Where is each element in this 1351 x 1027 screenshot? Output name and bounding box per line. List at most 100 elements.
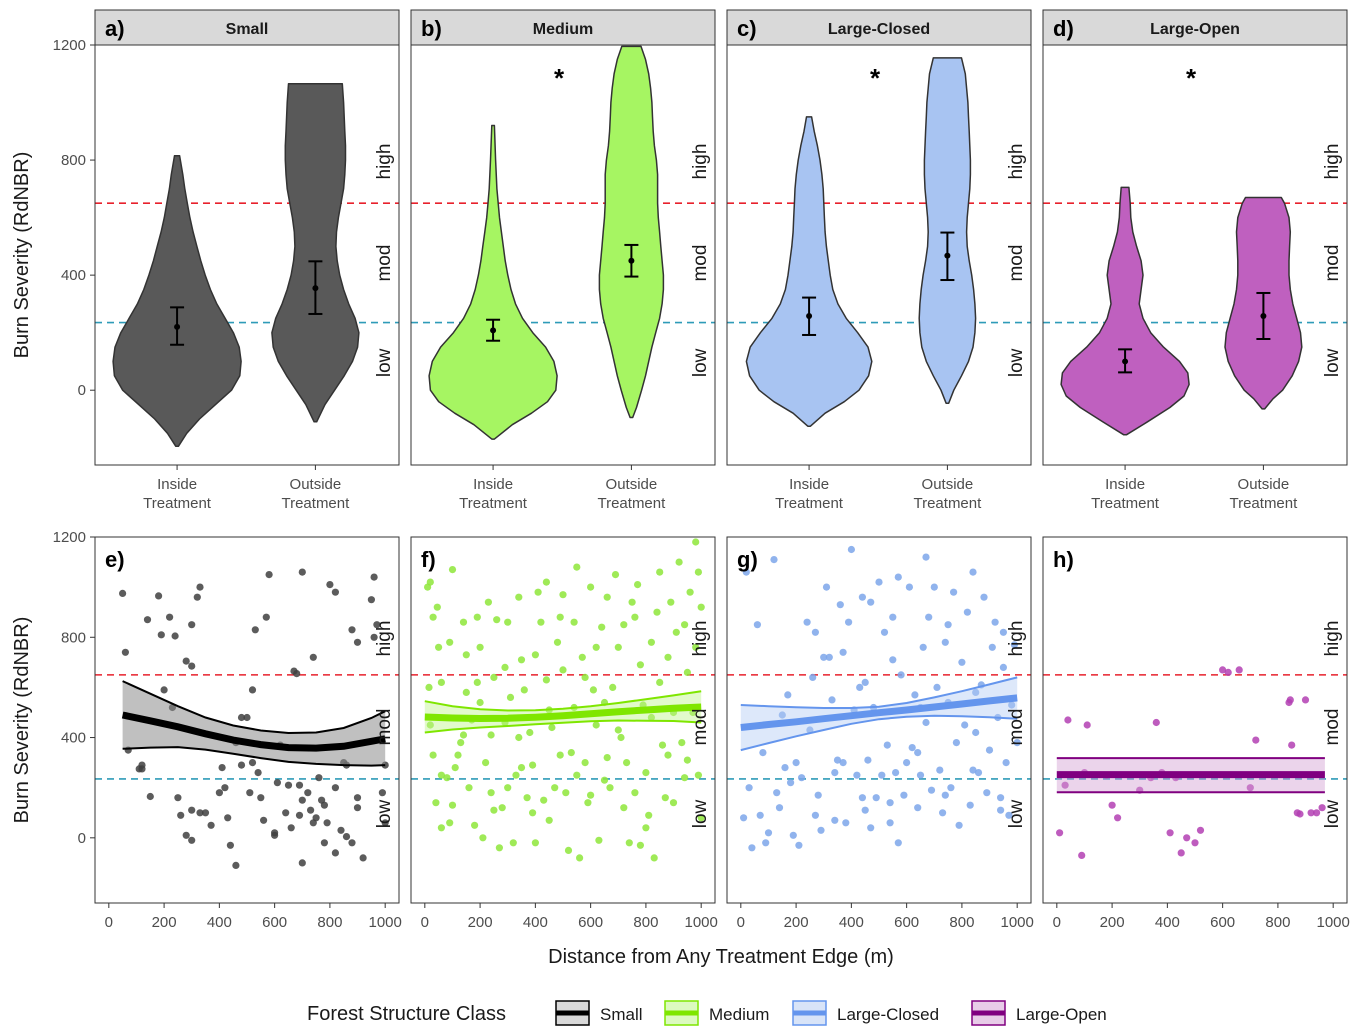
zone-label-low: low — [1322, 799, 1343, 828]
data-point — [919, 643, 927, 651]
violin-inside — [1060, 186, 1190, 436]
ci-lower-line — [424, 719, 702, 734]
zone-label-high: high — [690, 621, 711, 657]
data-point — [309, 653, 317, 661]
zone-label-high: high — [374, 621, 395, 657]
x-tick-label-line: Treatment — [597, 495, 666, 512]
panel-border — [94, 536, 400, 904]
data-point — [331, 784, 339, 792]
zone-label-mod: mod — [374, 245, 395, 282]
panel-scatter-large-closed: g) low mod high 0 200 400 600 800 1000 — [726, 536, 1034, 931]
significance-marker: * — [1186, 63, 1197, 93]
zone-label-high: high — [1322, 144, 1343, 180]
data-point — [614, 726, 622, 734]
data-point — [861, 806, 869, 814]
data-point — [248, 686, 257, 694]
data-point — [914, 749, 922, 757]
x-tick-label: 800 — [1265, 914, 1290, 931]
legend: Forest Structure Class Small Medium Large-C… — [307, 1000, 1107, 1026]
y-tick-label: 800 — [61, 629, 86, 646]
data-point — [762, 839, 770, 847]
mean-point — [628, 257, 635, 264]
data-point — [476, 698, 484, 707]
data-point — [298, 568, 306, 576]
x-tick-label-line: Outside — [922, 476, 974, 493]
panel-border — [1042, 536, 1348, 904]
data-point — [620, 621, 628, 629]
data-point — [509, 839, 517, 847]
x-tick-label: Outside Treatment — [281, 476, 350, 512]
x-tick-label: 800 — [317, 914, 342, 931]
plot-area — [1043, 186, 1347, 436]
data-point — [119, 589, 127, 598]
x-tick-label-line: Outside — [290, 476, 342, 493]
data-point — [740, 814, 748, 822]
data-point — [634, 581, 642, 589]
data-point — [501, 663, 509, 672]
x-tick-label: 200 — [152, 914, 177, 931]
x-tick-label: 400 — [839, 914, 864, 931]
data-point — [867, 598, 875, 606]
fit-line — [121, 711, 386, 752]
data-point — [789, 831, 797, 839]
x-axis-title: Distance from Any Treatment Edge (m) — [548, 946, 894, 968]
plot-area — [95, 83, 399, 448]
data-point — [487, 789, 495, 797]
data-point — [426, 578, 434, 586]
data-point — [864, 756, 872, 764]
zone-label-mod: mod — [1006, 245, 1027, 282]
data-point — [473, 678, 481, 687]
data-point — [897, 671, 905, 679]
x-tick-label-line: Treatment — [1229, 495, 1298, 512]
data-point — [495, 844, 503, 852]
data-point — [520, 686, 528, 694]
data-point — [1196, 826, 1205, 834]
data-point — [742, 568, 750, 576]
y-tick-label: 0 — [78, 382, 86, 399]
data-point — [188, 806, 196, 814]
plot-area — [411, 45, 715, 440]
data-point — [426, 721, 434, 729]
data-point — [556, 751, 564, 759]
data-point — [1318, 804, 1326, 812]
x-tick-label-line: Outside — [606, 476, 658, 493]
data-point — [504, 618, 512, 626]
significance-marker: * — [554, 63, 565, 93]
data-point — [534, 588, 542, 596]
data-point — [781, 764, 789, 772]
x-tick-label: 400 — [207, 914, 232, 931]
plot-area — [727, 57, 1031, 427]
data-point — [692, 643, 700, 651]
data-point — [551, 784, 559, 792]
data-point — [745, 784, 753, 792]
x-tick-label: 200 — [784, 914, 809, 931]
data-point — [323, 819, 331, 827]
data-point — [833, 756, 842, 764]
data-point — [889, 613, 897, 621]
data-point — [839, 759, 847, 767]
data-point — [886, 799, 894, 807]
x-tick-label: 600 — [1210, 914, 1235, 931]
y-axis-title-bottom: Burn Severity (RdNBR) — [11, 617, 33, 824]
data-point — [526, 728, 534, 737]
data-point — [196, 809, 204, 817]
data-point — [295, 781, 304, 789]
data-point — [598, 623, 606, 631]
data-point — [559, 666, 567, 674]
data-point — [683, 668, 692, 677]
data-point — [462, 651, 470, 659]
data-point — [257, 794, 265, 802]
y-tick-label: 1200 — [53, 529, 86, 546]
data-point — [437, 824, 445, 832]
data-point — [617, 733, 625, 742]
x-tick-label: 1000 — [684, 914, 717, 931]
x-tick-label: 0 — [421, 914, 429, 931]
data-point — [656, 678, 664, 687]
data-point — [284, 781, 293, 789]
data-point — [1313, 809, 1321, 817]
panel-tag: b) — [421, 16, 442, 41]
data-point — [540, 796, 548, 804]
panel-border — [726, 536, 1032, 904]
data-point — [683, 756, 692, 764]
